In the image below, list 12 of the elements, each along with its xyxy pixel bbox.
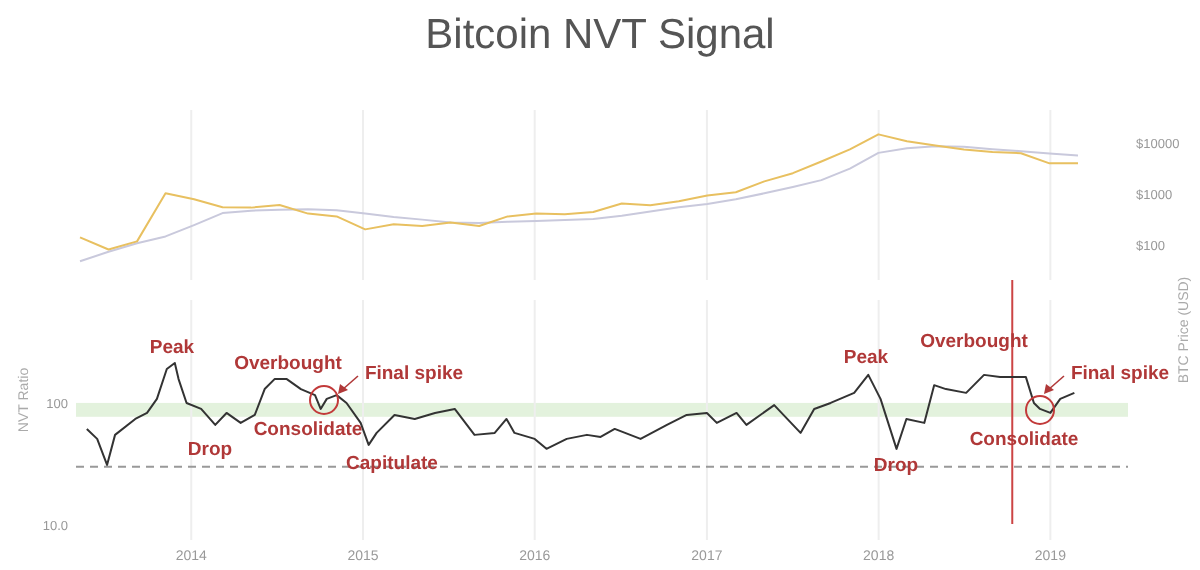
line-series: [79, 133, 1079, 251]
annotation: Final spike: [1070, 363, 1170, 385]
annotation: Peak: [149, 337, 196, 359]
annotation: Overbought: [234, 353, 344, 375]
chart-title: Bitcoin NVT Signal: [425, 12, 775, 58]
annotation: Peak: [843, 347, 890, 369]
annotation: Drop: [873, 455, 919, 477]
annotation: Final spike: [364, 363, 464, 385]
annotation: Drop: [187, 439, 233, 461]
annotation: Consolidate: [253, 419, 363, 441]
annotation: Capitulate: [346, 453, 438, 475]
line-series: [79, 145, 1079, 263]
